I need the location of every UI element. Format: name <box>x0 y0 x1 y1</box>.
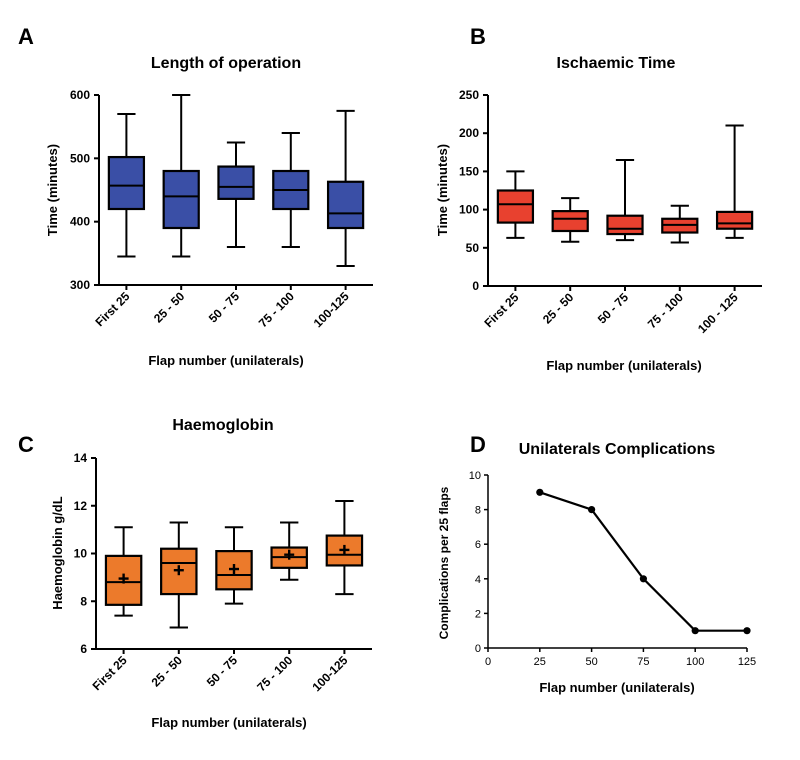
x-axis-label: Flap number (unilaterals) <box>151 715 306 730</box>
panel-label-c: C <box>18 432 34 457</box>
x-tick-label: First 25 <box>90 653 130 693</box>
x-tick-label: First 25 <box>92 289 132 329</box>
chart-ischaemic-time: Ischaemic Time Time (minutes) Flap numbe… <box>435 55 762 373</box>
x-tick-label: 50 - 75 <box>204 653 241 690</box>
y-tick-label: 0 <box>475 643 481 655</box>
y-tick-label: 6 <box>475 539 481 551</box>
data-point <box>588 506 596 514</box>
data-point <box>691 627 699 635</box>
y-tick-label: 10 <box>469 470 481 482</box>
data-point <box>639 575 648 583</box>
box <box>107 155 146 211</box>
box <box>326 180 365 230</box>
x-tick-label: 75 <box>637 656 649 668</box>
y-axis-label: Time (minutes) <box>45 144 60 236</box>
data-point <box>743 627 751 635</box>
x-tick-label: 25 - 50 <box>151 289 188 326</box>
x-tick-label: 50 <box>585 656 597 668</box>
x-tick-label: 25 <box>534 656 546 668</box>
chart-title: Unilaterals Complications <box>519 441 716 458</box>
panel-label-a: A <box>18 24 34 49</box>
y-tick-label: 400 <box>70 215 90 229</box>
panel-label-d: D <box>470 432 486 457</box>
x-tick-label: 25 - 50 <box>540 290 577 327</box>
box <box>496 189 535 224</box>
chart-haemoglobin: Haemoglobin Haemoglobin g/dL Flap number… <box>50 417 372 730</box>
x-axis-label: Flap number (unilaterals) <box>546 358 701 373</box>
panel-label-b: B <box>470 24 486 49</box>
data-point <box>536 488 544 496</box>
y-tick-label: 8 <box>475 505 481 517</box>
y-tick-label: 50 <box>466 241 480 255</box>
y-tick-label: 0 <box>472 279 479 293</box>
y-tick-label: 500 <box>70 151 90 165</box>
chart-title: Length of operation <box>151 55 301 72</box>
y-axis-label: Haemoglobin g/dL <box>50 496 65 609</box>
x-tick-label: 50 - 75 <box>206 289 243 326</box>
x-tick-label: 0 <box>485 656 491 668</box>
x-axis-label: Flap number (unilaterals) <box>539 680 694 695</box>
y-tick-label: 12 <box>74 499 88 513</box>
chart-title: Ischaemic Time <box>557 55 676 72</box>
y-tick-label: 8 <box>80 594 87 608</box>
x-tick-label: 100 - 125 <box>695 290 741 336</box>
y-tick-label: 150 <box>459 164 479 178</box>
x-tick-label: 25 - 50 <box>149 653 186 690</box>
box <box>325 534 364 567</box>
x-tick-label: 100-125 <box>309 653 350 694</box>
box <box>715 210 754 230</box>
y-axis-label: Time (minutes) <box>435 144 450 236</box>
chart-length-of-operation: Length of operation Time (minutes) Flap … <box>45 55 373 368</box>
y-tick-label: 300 <box>70 278 90 292</box>
box <box>551 210 589 233</box>
y-axis-label: Complications per 25 flaps <box>437 486 451 639</box>
box <box>162 169 200 230</box>
box <box>217 165 255 200</box>
y-tick-label: 6 <box>80 642 87 656</box>
x-tick-label: First 25 <box>481 290 521 330</box>
chart-title: Haemoglobin <box>172 417 273 434</box>
x-tick-label: 50 - 75 <box>595 290 632 327</box>
y-tick-label: 2 <box>475 608 481 620</box>
y-tick-label: 200 <box>459 126 479 140</box>
x-tick-label: 125 <box>738 656 756 668</box>
x-tick-label: 75 - 100 <box>254 653 295 694</box>
series-line <box>539 491 747 632</box>
box <box>606 214 644 236</box>
y-tick-label: 250 <box>459 88 479 102</box>
y-tick-label: 10 <box>74 547 88 561</box>
chart-unilaterals-complications: Unilaterals Complications Complications … <box>437 441 756 695</box>
x-tick-label: 100-125 <box>311 289 352 330</box>
y-tick-label: 4 <box>475 574 481 586</box>
x-tick-label: 75 - 100 <box>256 289 297 330</box>
y-tick-label: 100 <box>459 203 479 217</box>
y-tick-label: 600 <box>70 88 90 102</box>
x-tick-label: 75 - 100 <box>645 290 686 331</box>
x-tick-label: 100 <box>686 656 704 668</box>
y-tick-label: 14 <box>74 451 88 465</box>
x-axis-label: Flap number (unilaterals) <box>148 353 303 368</box>
